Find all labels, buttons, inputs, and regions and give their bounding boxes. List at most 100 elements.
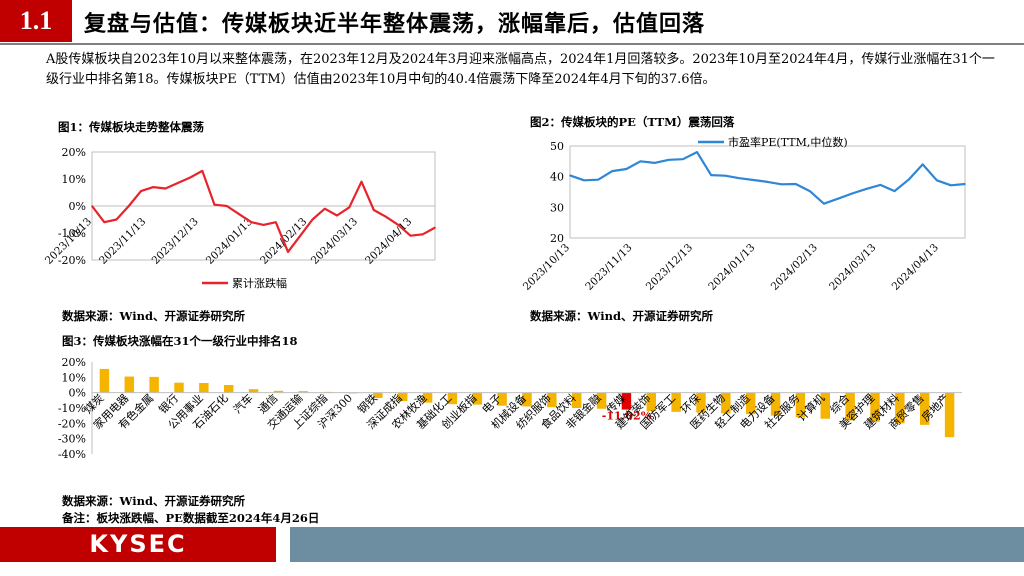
- data-point: [696, 151, 698, 153]
- x-tick-label: 2023/12/13: [150, 216, 201, 267]
- y-tick-label: 20%: [62, 356, 86, 369]
- data-point: [766, 181, 769, 183]
- data-point: [682, 158, 684, 160]
- plot-frame: [569, 145, 966, 239]
- data-point: [780, 183, 783, 186]
- data-point: [152, 186, 155, 188]
- footer-logo-bg: [0, 527, 276, 562]
- data-point: [794, 183, 797, 185]
- data-point: [907, 178, 910, 181]
- data-point: [348, 206, 351, 209]
- bar-美容护理: [870, 392, 880, 422]
- data-point: [738, 177, 741, 179]
- x-tick-label: 2024/03/13: [309, 216, 360, 267]
- y-tick-label: 10%: [62, 371, 86, 384]
- x-tick-label: 2024/03/13: [827, 242, 878, 293]
- section-number: 1.1: [0, 0, 72, 42]
- data-point: [336, 214, 338, 217]
- data-point: [421, 233, 424, 236]
- fig3-caption: 图3：传媒板块涨幅在31个一级行业中排名18: [62, 334, 298, 348]
- data-point: [625, 168, 628, 170]
- x-tick-label: 2024/04/13: [890, 242, 941, 293]
- bar-非银金融: [596, 392, 607, 409]
- data-point: [879, 184, 882, 186]
- data-point: [950, 184, 952, 187]
- bar-钢铁: [373, 392, 383, 399]
- y-tick-label: -40%: [58, 448, 86, 461]
- series-line: [569, 151, 966, 205]
- bar-交通运输: [298, 391, 309, 393]
- data-point: [164, 187, 167, 190]
- bar-农林牧渔: [422, 392, 433, 403]
- legend-label: 市盈率PE(TTM,中位数): [728, 135, 848, 149]
- fig2-caption: 图2：传媒板块的PE（TTM）震荡回落: [530, 115, 735, 129]
- kysec-logo: KYSEC: [89, 530, 187, 558]
- bar-国防军工: [671, 392, 681, 412]
- highlight-data-label: -11.02%: [602, 410, 652, 423]
- data-point: [837, 197, 839, 200]
- data-point: [865, 188, 868, 190]
- data-point: [639, 160, 642, 163]
- bar-医药生物: [721, 392, 731, 414]
- bar-公用事业: [199, 383, 209, 393]
- slide-title: 复盘与估值：传媒板块近半年整体震荡，涨幅靠后，估值回落: [84, 12, 706, 37]
- fig1-source: 数据来源：Wind、开源证券研究所: [62, 309, 245, 323]
- data-point: [935, 179, 938, 182]
- data-point: [385, 216, 387, 218]
- bar-计算机: [820, 392, 831, 419]
- data-point: [434, 226, 436, 229]
- data-point: [611, 170, 614, 172]
- data-point: [597, 178, 600, 181]
- y-tick-label: 30: [550, 201, 564, 214]
- data-point: [360, 180, 363, 183]
- bar-机械设备: [522, 392, 532, 407]
- y-tick-label: -30%: [58, 433, 86, 446]
- fig1-caption: 图1：传媒板块走势整体震荡: [58, 120, 205, 134]
- data-point: [569, 174, 571, 177]
- data-point: [250, 221, 253, 223]
- data-point: [189, 176, 191, 179]
- data-point: [823, 202, 825, 205]
- y-tick-label: -10%: [58, 402, 86, 415]
- bar-轻工制造: [745, 392, 756, 415]
- legend-label: 累计涨跌幅: [232, 276, 287, 290]
- bar-石油石化: [223, 385, 234, 393]
- bar-家用电器: [124, 376, 135, 393]
- x-tick-label: 2024/01/13: [706, 242, 757, 293]
- intro-paragraph: A股传媒板块自2023年10月以来整体震荡，在2023年12月及2024年3月迎…: [46, 52, 995, 87]
- bar-电子: [497, 392, 507, 406]
- data-point: [238, 213, 240, 215]
- bar-创业板指: [472, 392, 483, 405]
- bar-汽车: [248, 389, 259, 393]
- data-point: [851, 192, 853, 195]
- y-tick-label: 0%: [69, 200, 86, 213]
- bar-电力设备: [770, 392, 781, 416]
- data-point: [752, 179, 755, 181]
- bar-通信: [273, 390, 284, 393]
- data-point: [323, 207, 326, 210]
- data-point: [287, 251, 289, 253]
- data-point: [311, 218, 314, 221]
- data-point: [140, 190, 142, 192]
- data-point: [372, 209, 375, 211]
- y-tick-label: 50: [550, 140, 564, 153]
- bar-煤炭: [99, 368, 110, 393]
- bar-食品饮料: [571, 392, 582, 408]
- fig2-source: 数据来源：Wind、开源证券研究所: [530, 309, 713, 323]
- data-point: [583, 179, 585, 182]
- bar-深证成指: [397, 392, 408, 402]
- bar-有色金属: [149, 376, 159, 393]
- y-tick-label: 40: [550, 171, 564, 184]
- data-point: [176, 182, 179, 184]
- x-tick-label: 2023/11/13: [97, 216, 148, 267]
- y-tick-label: -20%: [58, 254, 86, 267]
- data-point: [262, 224, 265, 226]
- fig3-note: 备注：板块涨跌幅、PE数据截至2024年4月26日: [62, 511, 320, 525]
- x-tick-label: 2023/10/13: [521, 242, 572, 293]
- data-point: [91, 205, 93, 207]
- x-tick-label: 2024/01/13: [204, 216, 255, 267]
- data-point: [809, 190, 811, 192]
- y-tick-label: 10%: [62, 173, 86, 186]
